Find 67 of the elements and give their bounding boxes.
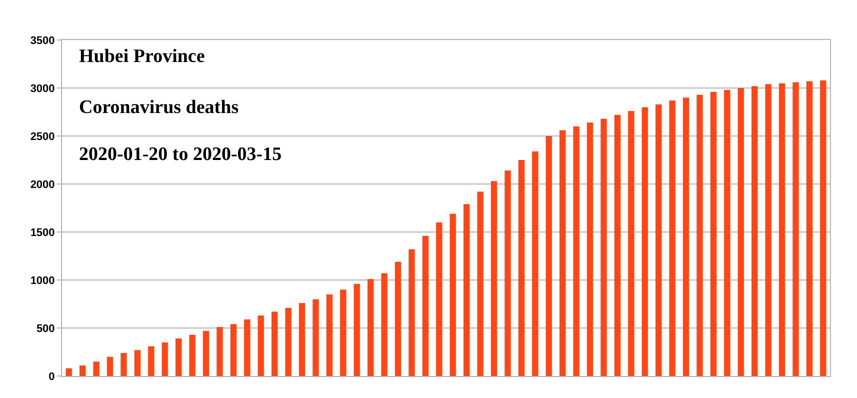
- bar: [79, 365, 86, 376]
- bar: [422, 236, 429, 376]
- bar: [518, 160, 525, 376]
- bar: [216, 327, 223, 376]
- bar: [381, 273, 388, 376]
- bar: [134, 350, 141, 376]
- chart-title: Hubei Province: [79, 46, 205, 67]
- bar: [642, 107, 648, 376]
- bar: [285, 308, 292, 376]
- bar: [367, 279, 374, 376]
- bar: [724, 90, 730, 376]
- bar: [586, 122, 594, 376]
- bar: [394, 262, 402, 376]
- bar: [600, 118, 607, 376]
- y-tick-label: 1500: [30, 226, 55, 239]
- text: Coronavirus deaths: [79, 97, 239, 118]
- bar: [230, 324, 237, 376]
- bar: [326, 294, 333, 376]
- bar: [202, 330, 210, 376]
- bar: [93, 362, 100, 376]
- bar: [312, 299, 319, 376]
- bar: [738, 88, 744, 376]
- y-tick-label: 3500: [30, 34, 55, 47]
- bar: [573, 126, 580, 376]
- bar: [450, 214, 456, 376]
- bar: [66, 368, 72, 376]
- bar: [792, 82, 799, 376]
- bar: [258, 316, 264, 376]
- bar: [655, 104, 662, 376]
- bar: [669, 100, 676, 376]
- bar: [778, 83, 786, 376]
- bar: [244, 319, 250, 376]
- bar: [765, 84, 772, 376]
- bar: [148, 346, 154, 376]
- bar: [189, 334, 196, 376]
- y-tick-label: 3000: [30, 82, 55, 95]
- bar: [175, 338, 182, 376]
- bar: [298, 303, 306, 376]
- bar: [806, 81, 813, 376]
- bar: [408, 249, 415, 376]
- bar: [532, 151, 538, 376]
- bar: [436, 222, 442, 376]
- bar: [271, 312, 278, 376]
- bar: [340, 290, 346, 376]
- bar: [120, 352, 127, 376]
- y-tick-label: 2500: [30, 130, 55, 143]
- bar: [546, 136, 552, 376]
- bar: [820, 80, 826, 376]
- bar: [710, 92, 717, 376]
- bar: [106, 356, 114, 376]
- bar: [614, 114, 621, 376]
- bar: [504, 170, 511, 376]
- bar: [628, 111, 634, 376]
- bar: [696, 94, 703, 376]
- bar: [490, 181, 498, 376]
- bar: [477, 192, 484, 376]
- y-tick-label: 0: [48, 370, 55, 383]
- bar: [751, 86, 758, 376]
- bar: [559, 130, 566, 376]
- annotation: 2020-01-20 to 2020-03-15: [79, 144, 282, 165]
- y-tick-label: 500: [36, 322, 55, 335]
- y-tick-label: 1000: [30, 274, 55, 287]
- bar: [354, 284, 360, 376]
- y-tick-label: 2000: [30, 178, 55, 191]
- bar: [682, 98, 690, 376]
- bar: [162, 342, 168, 376]
- bar: [463, 204, 470, 376]
